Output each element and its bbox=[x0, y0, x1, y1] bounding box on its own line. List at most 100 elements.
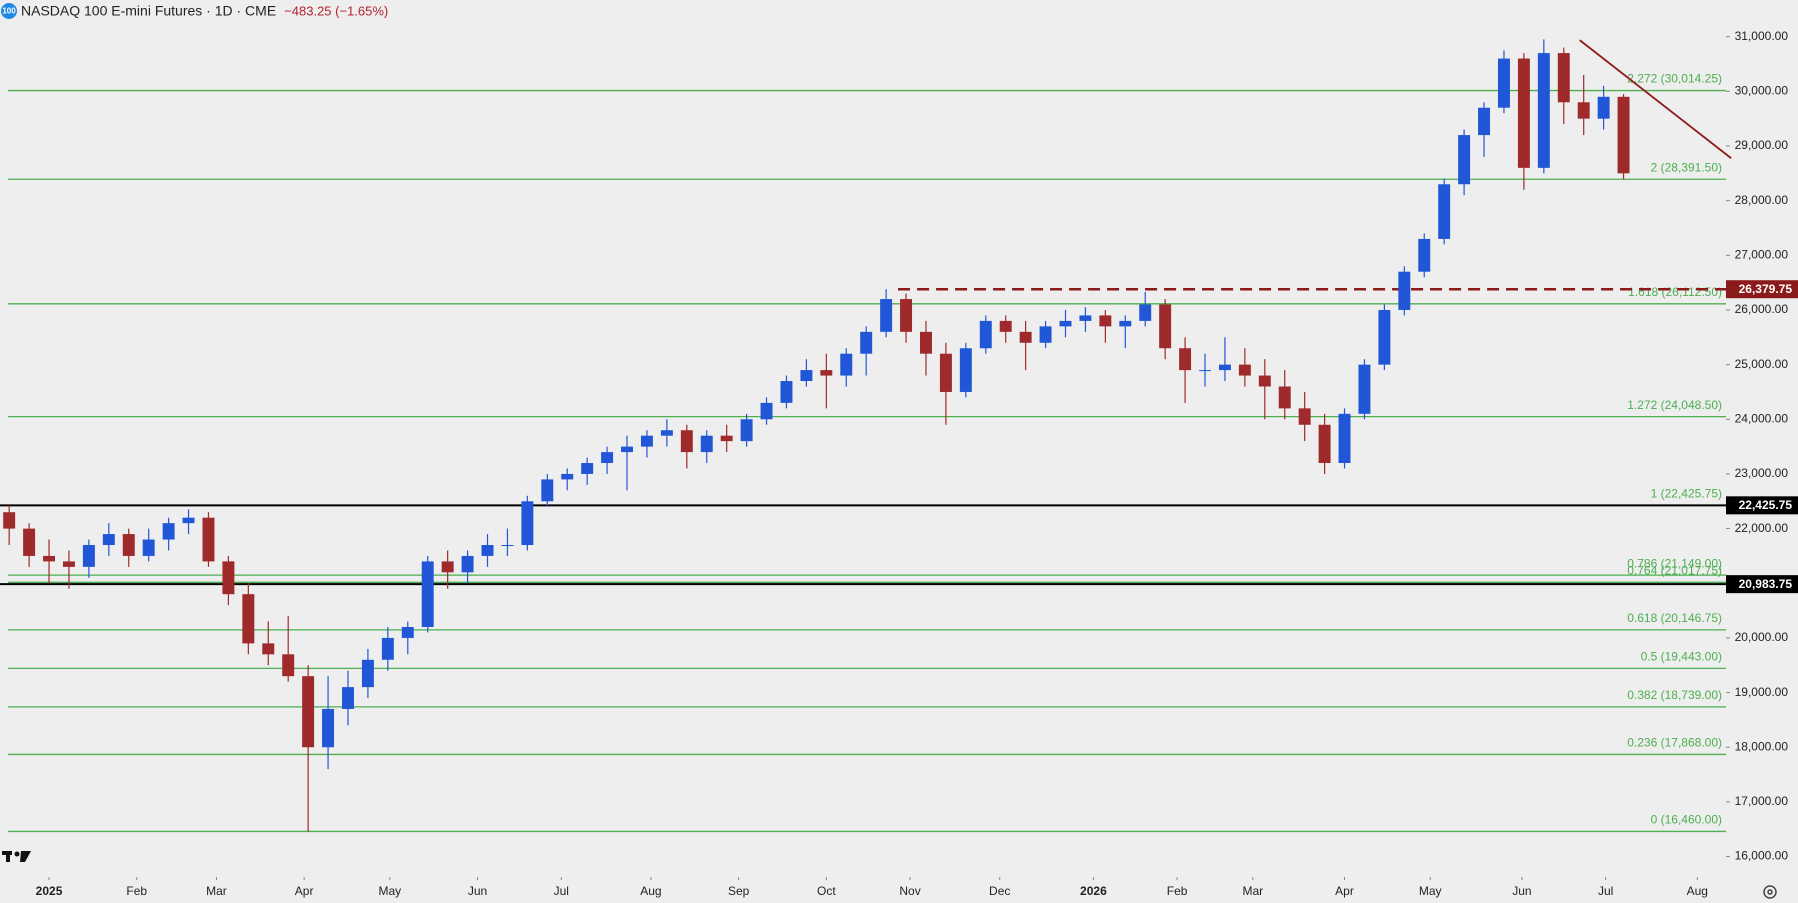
x-tick-label: Mar bbox=[1243, 884, 1264, 898]
candle-body bbox=[242, 594, 255, 644]
candle-body bbox=[43, 555, 56, 562]
candle-body bbox=[1199, 370, 1211, 372]
candle-body bbox=[23, 528, 36, 556]
candle-body bbox=[1458, 135, 1471, 185]
candle-body bbox=[1298, 408, 1311, 425]
fib-level-label: 1.272 (24,048.50) bbox=[1627, 398, 1722, 412]
candle-body bbox=[1318, 424, 1331, 464]
x-tick-label: 2026 bbox=[1080, 884, 1107, 898]
x-tick-label: Apr bbox=[295, 884, 314, 898]
plot-area: 16,000.00 17,000.00 18,000.00 19,000.00 20,0… bbox=[0, 29, 1798, 898]
candle-body bbox=[820, 370, 833, 376]
candle-body bbox=[720, 435, 733, 442]
logo-part bbox=[14, 851, 20, 857]
x-tick-label: Jun bbox=[1512, 884, 1531, 898]
price-badge bbox=[1726, 575, 1798, 594]
fib-level-label: 1.618 (26,112.50) bbox=[1628, 285, 1722, 299]
candle-body bbox=[222, 561, 235, 595]
candle-body bbox=[601, 452, 614, 464]
settings-icon[interactable] bbox=[1763, 885, 1777, 899]
candle-body bbox=[1099, 315, 1112, 327]
candle-body bbox=[840, 353, 853, 376]
y-tick-label: 26,000.00 bbox=[1735, 302, 1789, 316]
candle-body bbox=[401, 626, 414, 638]
candle-body bbox=[1398, 271, 1411, 310]
candle-body bbox=[880, 299, 893, 332]
candle-body bbox=[1059, 320, 1072, 327]
y-tick-label: 31,000.00 bbox=[1735, 29, 1789, 43]
fib-level-label: 2 (28,391.50) bbox=[1651, 160, 1722, 174]
candle-body bbox=[1617, 96, 1630, 174]
candle-body bbox=[640, 435, 653, 447]
candle-body bbox=[1497, 58, 1510, 108]
fib-level-label: 0.236 (17,868.00) bbox=[1627, 736, 1722, 750]
fib-level-label: 0.382 (18,739.00) bbox=[1627, 688, 1722, 702]
candle-body bbox=[262, 643, 275, 655]
candle-body bbox=[680, 430, 693, 453]
y-tick-label: 22,000.00 bbox=[1735, 521, 1789, 535]
candle-body bbox=[381, 637, 394, 660]
candle-body bbox=[621, 446, 633, 453]
x-tick-label: Oct bbox=[817, 884, 836, 898]
candle-body bbox=[1119, 320, 1132, 327]
candle-body bbox=[302, 676, 315, 748]
y-tick-label: 28,000.00 bbox=[1735, 193, 1789, 207]
x-tick-label: Jun bbox=[468, 884, 487, 898]
candle-body bbox=[142, 539, 155, 556]
candle-body bbox=[1557, 53, 1570, 103]
candle-body bbox=[1039, 326, 1052, 343]
candle-body bbox=[521, 501, 534, 546]
price-badge bbox=[1726, 280, 1798, 299]
y-tick-label: 27,000.00 bbox=[1735, 247, 1789, 261]
candle-body bbox=[1258, 375, 1271, 387]
candle-body bbox=[441, 561, 454, 573]
candle-body bbox=[1159, 304, 1172, 349]
candle-body bbox=[1438, 184, 1451, 239]
candle-body bbox=[481, 545, 494, 556]
x-tick-label: Aug bbox=[640, 884, 661, 898]
candle-body bbox=[1278, 386, 1291, 409]
candle-body bbox=[660, 430, 673, 436]
x-tick-label: Nov bbox=[899, 884, 920, 898]
candle-body bbox=[1079, 315, 1092, 321]
candle-body bbox=[959, 348, 972, 392]
candle-body bbox=[780, 381, 793, 403]
candle-body bbox=[342, 687, 354, 709]
price-badge-label: 26,379.75 bbox=[1739, 282, 1793, 296]
candle-body bbox=[62, 561, 75, 567]
candle-body bbox=[1478, 107, 1491, 136]
price-badge-label: 22,425.75 bbox=[1739, 498, 1793, 512]
y-tick-label: 29,000.00 bbox=[1735, 138, 1789, 152]
candle-body bbox=[202, 517, 215, 562]
x-tick-label: May bbox=[1419, 884, 1442, 898]
candle-body bbox=[282, 654, 295, 677]
candle-body bbox=[1218, 364, 1231, 371]
x-tick-label: Apr bbox=[1335, 884, 1354, 898]
candle-body bbox=[740, 419, 753, 442]
x-tick-label: Aug bbox=[1687, 884, 1708, 898]
candle-body bbox=[1338, 413, 1351, 464]
y-tick-label: 20,000.00 bbox=[1735, 630, 1789, 644]
candle-body bbox=[1019, 331, 1032, 343]
candle-body bbox=[979, 320, 992, 349]
symbol-icon bbox=[1, 3, 17, 19]
settings-icon-core[interactable] bbox=[1767, 889, 1773, 895]
overlay: 100 NASDAQ 100 E-mini Futures · 1D · CME… bbox=[1, 3, 1777, 899]
candle-body bbox=[182, 517, 195, 524]
y-tick-label: 23,000.00 bbox=[1735, 466, 1789, 480]
candle-body bbox=[1517, 58, 1530, 168]
candle-body bbox=[900, 299, 913, 332]
candle-body bbox=[1597, 96, 1610, 119]
candle-body bbox=[1358, 364, 1371, 414]
candle-body bbox=[1537, 53, 1550, 168]
y-tick-label: 24,000.00 bbox=[1735, 411, 1789, 425]
fib-level-label: 0 (16,460.00) bbox=[1651, 813, 1722, 827]
trendline bbox=[1579, 39, 1732, 159]
candle-body bbox=[581, 463, 594, 474]
candle-body bbox=[461, 555, 474, 573]
x-tick-label: Jul bbox=[1598, 884, 1613, 898]
y-tick-label: 18,000.00 bbox=[1735, 739, 1789, 753]
candle-body bbox=[1179, 348, 1192, 371]
